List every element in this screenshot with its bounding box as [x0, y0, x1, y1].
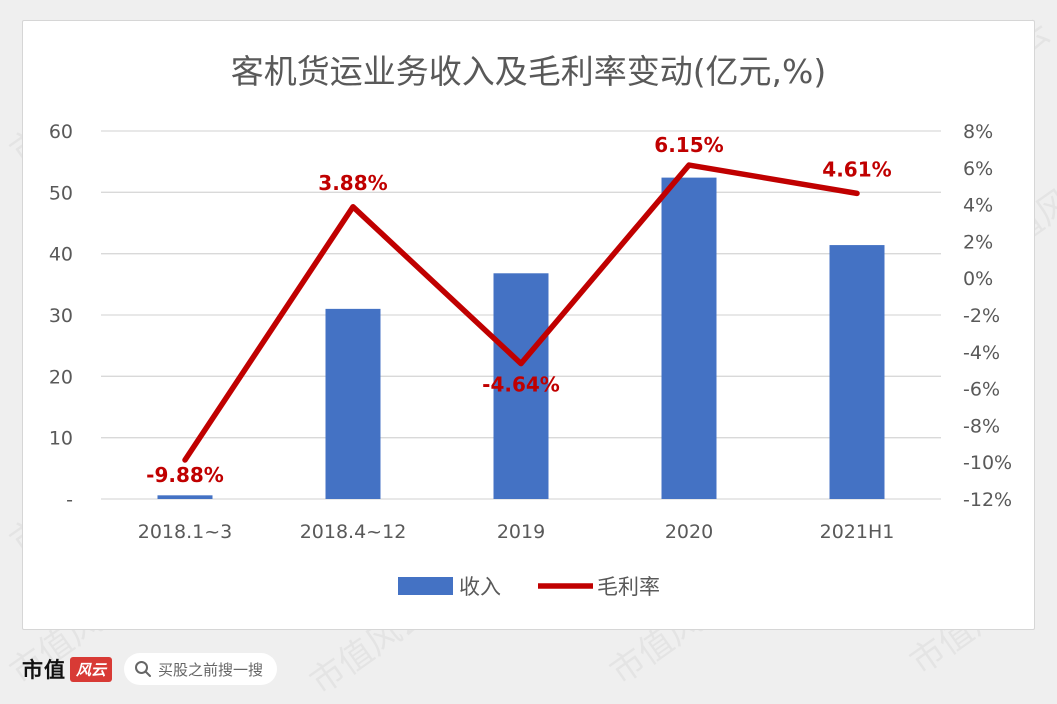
- y-right-tick-label: -8%: [963, 415, 1000, 437]
- x-tick-label: 2018.4~12: [300, 521, 407, 543]
- y-left-tick-label: -: [66, 489, 73, 511]
- y-right-tick-label: 2%: [963, 231, 993, 253]
- chart-title: 客机货运业务收入及毛利率变动(亿元,%): [231, 52, 827, 91]
- data-label: -4.64%: [482, 373, 560, 397]
- y-left-tick-label: 40: [49, 244, 73, 266]
- bar-2020: [661, 177, 717, 499]
- y-right-tick-label: 0%: [963, 268, 993, 290]
- bar-2021H1: [829, 245, 885, 499]
- data-label: -9.88%: [146, 463, 224, 487]
- data-label: 6.15%: [654, 133, 723, 157]
- x-tick-label: 2020: [665, 521, 713, 543]
- footer: 市值 风云 买股之前搜一搜: [22, 647, 278, 691]
- legend-label-revenue: 收入: [459, 575, 501, 599]
- data-label: 3.88%: [318, 171, 387, 195]
- brand-logo-text: 市值: [22, 657, 66, 682]
- data-label: 4.61%: [822, 157, 891, 181]
- legend-label-gross-margin: 毛利率: [597, 575, 660, 599]
- y-left-tick-label: 30: [49, 305, 73, 327]
- search-icon: [135, 661, 152, 677]
- x-tick-label: 2021H1: [820, 521, 895, 543]
- bar-2018.1~3: [157, 495, 213, 499]
- search-box[interactable]: 买股之前搜一搜: [124, 653, 278, 685]
- bar-2018.4~12: [325, 308, 381, 499]
- chart-card: 客机货运业务收入及毛利率变动(亿元,%) - 10 20 30 40 50 60 -12% -10…: [22, 20, 1035, 630]
- bar-2019: [493, 273, 549, 499]
- legend-swatch-revenue: [398, 577, 453, 595]
- chart: 客机货运业务收入及毛利率变动(亿元,%) - 10 20 30 40 50 60 -12% -10…: [49, 52, 1012, 599]
- brand-logo-badge: 风云: [70, 656, 113, 682]
- y-right-tick-label: -12%: [963, 489, 1012, 511]
- search-placeholder: 买股之前搜一搜: [158, 660, 264, 679]
- x-tick-label: 2019: [497, 521, 545, 543]
- y-right-tick-label: -10%: [963, 452, 1012, 474]
- y-right-tick-label: -2%: [963, 305, 1000, 327]
- y-right-tick-label: -6%: [963, 379, 1000, 401]
- x-tick-label: 2018.1~3: [138, 521, 233, 543]
- y-left-tick-label: 50: [49, 182, 73, 204]
- y-left-tick-label: 10: [49, 428, 73, 450]
- y-right-tick-label: 4%: [963, 195, 993, 217]
- y-right-tick-label: 8%: [963, 121, 993, 143]
- y-left-tick-label: 20: [49, 366, 73, 388]
- y-right-tick-label: -4%: [963, 342, 1000, 364]
- y-right-tick-label: 6%: [963, 158, 993, 180]
- line-series-gross-margin: [182, 162, 860, 463]
- y-left-tick-label: 60: [49, 121, 73, 143]
